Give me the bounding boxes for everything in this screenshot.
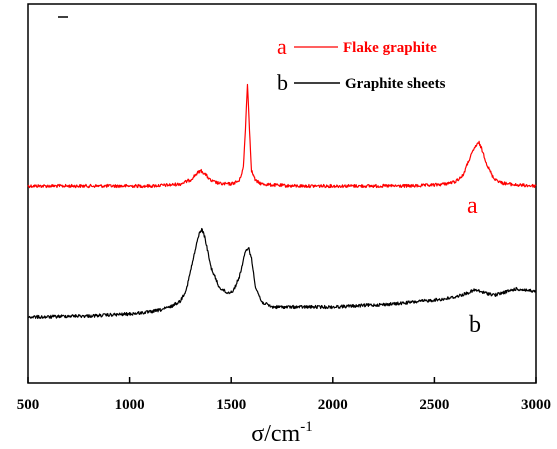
x-tick-label-2000: 2000 xyxy=(318,397,348,413)
x-axis-label-superscript: -1 xyxy=(300,419,313,435)
x-axis-tick-labels: 500 1000 1500 2000 2500 3000 xyxy=(17,397,551,413)
legend-letter-a: a xyxy=(277,34,287,59)
x-tick-label-3000: 3000 xyxy=(521,397,551,413)
legend: a Flake graphite b Graphite sheets xyxy=(277,34,446,95)
plot-frame xyxy=(27,3,537,384)
x-axis-label: σ/cm-1 xyxy=(251,419,312,447)
series-line-flake-graphite xyxy=(27,83,537,189)
legend-text-flake-graphite: Flake graphite xyxy=(343,40,437,56)
x-tick-label-500: 500 xyxy=(17,397,40,413)
legend-text-graphite-sheets: Graphite sheets xyxy=(345,76,446,92)
series-line-graphite-sheets xyxy=(27,227,537,319)
series-layer xyxy=(27,83,537,319)
x-tick-label-2500: 2500 xyxy=(419,397,449,413)
x-tick-label-1500: 1500 xyxy=(216,397,246,413)
curve-label-b: b xyxy=(469,312,481,338)
x-tick-label-1000: 1000 xyxy=(115,397,145,413)
x-axis-label-main: σ/cm xyxy=(251,421,300,447)
legend-letter-b: b xyxy=(277,70,288,95)
curve-label-a: a xyxy=(467,193,478,219)
x-axis-ticks xyxy=(27,377,537,383)
